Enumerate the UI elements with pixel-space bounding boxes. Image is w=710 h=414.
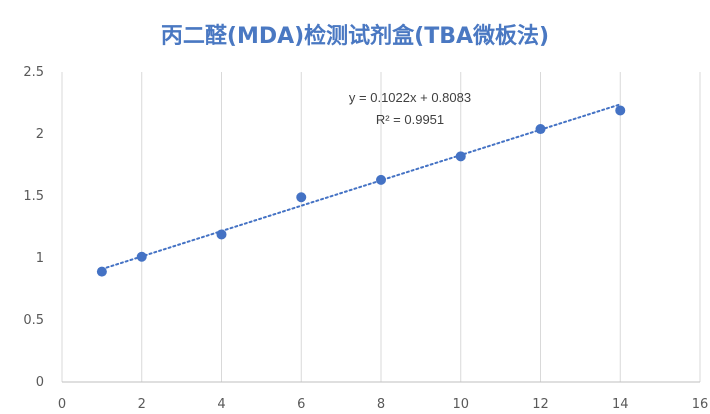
trendline-equation: y = 0.1022x + 0.8083 xyxy=(349,90,471,105)
data-point xyxy=(376,174,386,185)
grid-lines xyxy=(141,72,701,382)
trendline-layer xyxy=(100,103,622,271)
y-tick-label: 2.5 xyxy=(23,65,44,80)
y-tick-label: 0 xyxy=(36,375,44,390)
x-tick-label: 6 xyxy=(297,397,305,412)
x-tick-label: 0 xyxy=(58,397,66,412)
y-tick-label: 1 xyxy=(36,251,44,266)
x-tick-label: 12 xyxy=(532,397,549,412)
x-tick-label: 14 xyxy=(612,397,629,412)
data-points xyxy=(96,105,626,277)
trendline-r-squared: R² = 0.9951 xyxy=(376,112,444,127)
y-tick-labels: 0 0.5 1 1.5 2 2.5 xyxy=(23,65,44,390)
axes xyxy=(61,72,700,383)
x-tick-label: 16 xyxy=(692,397,709,412)
data-point xyxy=(615,105,626,116)
data-point xyxy=(535,124,546,135)
data-point xyxy=(455,151,466,162)
x-tick-labels: 0 2 4 6 8 10 12 14 16 xyxy=(58,397,708,412)
data-point xyxy=(296,192,307,203)
data-point xyxy=(216,229,227,240)
trendline xyxy=(100,103,622,271)
y-tick-label: 2 xyxy=(36,127,44,142)
y-tick-label: 1.5 xyxy=(23,189,44,204)
chart-title: 丙二醛(MDA)检测试剂盒(TBA微板法) xyxy=(160,24,550,49)
data-point xyxy=(96,266,107,277)
x-tick-label: 10 xyxy=(452,397,469,412)
y-tick-label: 0.5 xyxy=(23,313,44,328)
x-tick-label: 2 xyxy=(138,397,146,412)
data-point xyxy=(136,251,147,262)
x-tick-label: 4 xyxy=(217,397,225,412)
x-tick-label: 8 xyxy=(377,397,385,412)
